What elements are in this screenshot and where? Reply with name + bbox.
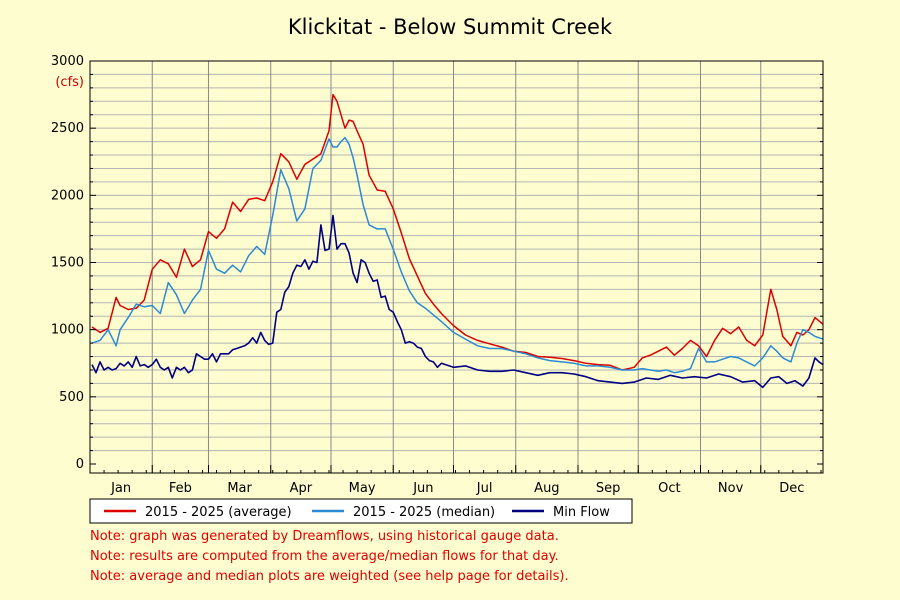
series-line-3 <box>91 214 824 389</box>
y-tick-label: 1000 <box>51 323 84 338</box>
note-3: Note: average and median plots are weigh… <box>90 569 569 584</box>
y-tick-label: 500 <box>59 390 84 405</box>
note-1: Note: graph was generated by Dreamflows,… <box>90 529 559 544</box>
axis-ticks: 0 500 1000 1500 2000 2500 3000 Jan Feb Mar Apr May J… <box>51 54 824 496</box>
series-line-1 <box>91 93 824 371</box>
x-tick-label: Jun <box>412 481 433 496</box>
x-tick-label: Jul <box>476 481 493 496</box>
y-tick-label: 1500 <box>51 256 84 271</box>
y-tick-label: 3000 <box>51 54 84 69</box>
y-unit-label: (cfs) <box>55 75 84 90</box>
x-tick-label: Nov <box>718 481 744 496</box>
x-tick-label: Dec <box>779 481 804 496</box>
legend: 2015 - 2025 (average) 2015 - 2025 (median… <box>89 498 633 524</box>
note-2: Note: results are computed from the aver… <box>90 549 559 564</box>
y-tick-label: 0 <box>76 457 84 472</box>
x-tick-label: Jan <box>110 481 131 496</box>
x-tick-label: Sep <box>596 481 621 496</box>
x-tick-label: Aug <box>534 481 559 496</box>
x-tick-label: May <box>349 481 376 496</box>
series-line-2 <box>91 136 824 374</box>
x-tick-label: Mar <box>227 481 252 496</box>
x-tick-label: Apr <box>290 481 313 496</box>
plot-area <box>90 61 823 473</box>
plot-frame <box>89 60 824 474</box>
legend-label: 2015 - 2025 (median) <box>353 505 495 520</box>
x-tick-label: Oct <box>658 481 680 496</box>
grid <box>90 61 823 473</box>
legend-label: 2015 - 2025 (average) <box>145 505 292 520</box>
y-tick-label: 2500 <box>51 121 84 136</box>
legend-label: Min Flow <box>553 505 610 520</box>
chart-title: Klickitat - Below Summit Creek <box>288 15 613 39</box>
y-tick-label: 2000 <box>51 188 84 203</box>
series-group <box>91 93 824 389</box>
x-tick-label: Feb <box>169 481 192 496</box>
